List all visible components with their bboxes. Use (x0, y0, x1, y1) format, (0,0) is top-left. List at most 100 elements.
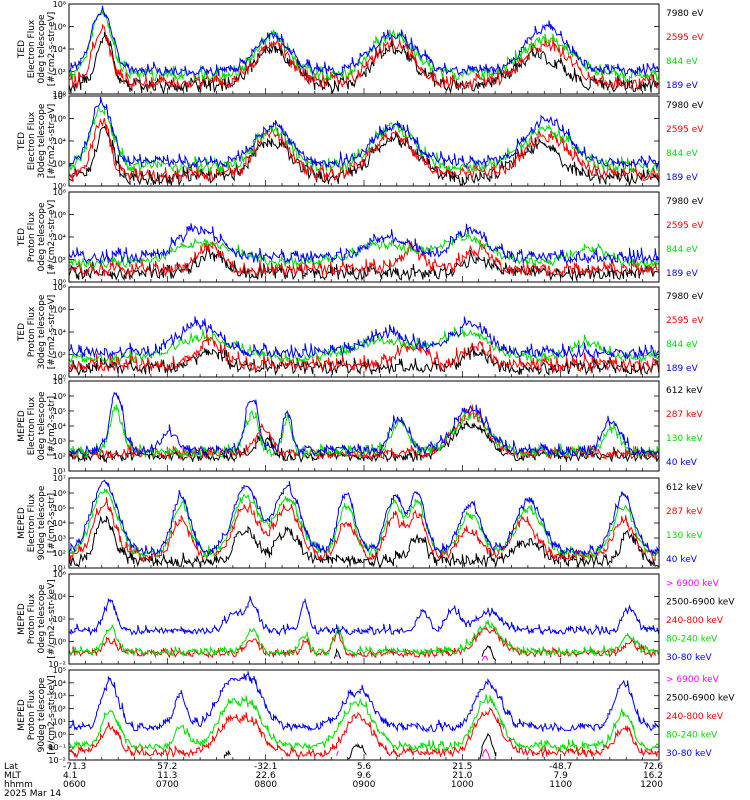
y-tick-label: 10⁵ (53, 666, 66, 675)
hhmm-value: 0800 (254, 780, 277, 790)
series-line-2595-ev (68, 118, 660, 183)
legend-entry: 2595 eV (666, 316, 704, 326)
mlt-value: 7.9 (554, 771, 569, 781)
footer-row-label: MLT (4, 771, 22, 781)
y-axis-label-line: [#/cm2-s-str-eV] (47, 295, 57, 370)
y-axis-label-line: Electron Flux (27, 493, 37, 552)
legend-entry: 287 keV (666, 507, 703, 517)
y-tick-label: 10⁴ (53, 679, 66, 688)
legend-entry: 7980 eV (666, 197, 704, 207)
y-tick-label: 10¹ (53, 564, 66, 573)
series-line-189-ev (68, 223, 660, 265)
legend-entry: 2595 eV (666, 125, 704, 135)
y-axis-label-line: 0deg telescope (37, 202, 47, 272)
legend-entry: 189 eV (666, 269, 699, 279)
y-tick-label: 10² (53, 256, 66, 265)
y-axis-label-line: [#/cm2-s-str] (47, 493, 57, 553)
y-tick-label: 10⁷ (53, 474, 66, 483)
lat-value: 72.6 (643, 762, 663, 772)
legend-entry: 80-240 keV (666, 635, 718, 645)
footer-row-label: 2025 Mar 14 (4, 789, 61, 799)
y-axis-label: TEDProton Flux0deg telescope[#/cm2-s-str… (17, 200, 57, 275)
y-tick-label: 10⁵ (53, 407, 66, 416)
y-tick-label: 10³ (53, 692, 66, 701)
y-tick-label: 10¹ (53, 717, 66, 726)
legend-entry: 612 keV (666, 386, 703, 396)
series-line-30-80-kev (68, 595, 660, 637)
y-axis-label-line: MEPED (17, 507, 27, 539)
y-tick-label: 10⁰ (53, 278, 66, 287)
plot-frame (68, 380, 660, 472)
legend-entry: 130 keV (666, 531, 703, 541)
y-axis-label: MEPEDProton Flux0deg telescope[#/cm2-s-s… (17, 579, 57, 658)
y-tick-label: 10⁶ (53, 306, 66, 315)
hhmm-value: 0900 (353, 780, 376, 790)
y-tick-label: 10⁰ (53, 373, 66, 382)
y-axis-label-line: Proton Flux (27, 593, 37, 644)
y-axis-label-line: [#/cm2-s-str-eV] (47, 104, 57, 179)
y-tick-label: 10⁶ (53, 115, 66, 124)
mlt-value: 4.1 (63, 771, 77, 781)
y-tick-label: 10⁴ (53, 519, 66, 528)
y-axis-label-line: MEPED (17, 410, 27, 442)
y-axis-label-line: MEPED (17, 699, 27, 731)
hhmm-value: 1100 (549, 780, 572, 790)
panel-ted-proton-0: 10⁰ 10² 10⁴ 10⁶ 10⁸ TEDProton Flux0deg telesc… (17, 188, 704, 287)
y-axis-label-line: 90deg telescope (37, 677, 47, 752)
mlt-value: 22.6 (256, 771, 276, 781)
series-line--6900-kev (336, 748, 491, 760)
y-axis-label-line: 90deg telescope (37, 485, 47, 560)
legend-entry: 7980 eV (666, 292, 704, 302)
legend-entry: 2595 eV (666, 33, 704, 43)
y-axis-label-line: [#/cm2-s-str-eV] (47, 12, 57, 87)
legend-entry: 2595 eV (666, 221, 704, 231)
legend-entry: 2500-6900 keV (666, 598, 735, 608)
y-tick-label: 10⁰ (53, 182, 66, 191)
y-tick-label: 10¹ (53, 467, 66, 476)
lat-value: 21.5 (452, 762, 472, 772)
series-line-2595-ev (68, 333, 660, 373)
y-tick-label: 10⁻² (48, 756, 66, 765)
legend-entry: > 6900 keV (666, 579, 720, 589)
legend-entry: 40 keV (666, 458, 698, 468)
legend-entry: 240-800 keV (666, 616, 724, 626)
lat-value: -48.7 (549, 762, 572, 772)
y-axis-label-line: TED (17, 132, 27, 151)
legend-entry: 40 keV (666, 555, 698, 565)
series-line-2595-ev (68, 239, 660, 278)
y-tick-label: 10⁸ (53, 0, 66, 9)
y-axis-label-line: [#/cm2-s-str-keV] (47, 579, 57, 658)
y-tick-label: 10⁶ (53, 489, 66, 498)
footer-row-label: hhmm (4, 780, 33, 790)
y-tick-label: 10² (53, 452, 66, 461)
series-line-189-ev (68, 5, 660, 77)
panel-ted-electron-30: 10⁰ 10² 10⁴ 10⁶ 10⁸ TEDElectron Flux30deg tel… (17, 92, 704, 191)
y-axis-label-line: [#/cm2-s-str] (47, 396, 57, 456)
y-axis-label-line: TED (17, 40, 27, 59)
lat-value: -32.1 (254, 762, 277, 772)
y-tick-label: 10⁵ (53, 504, 66, 513)
plot-frame (68, 3, 660, 95)
panel-meped-electron-0: 10¹ 10² 10³ 10⁴ 10⁵ 10⁶ 10⁷ MEPEDElectron Flux0… (17, 377, 703, 476)
y-axis-label-line: Proton Flux (27, 211, 37, 262)
plot-frame (68, 286, 660, 378)
y-tick-label: 10⁶ (53, 392, 66, 401)
plot-frame (68, 573, 660, 665)
panel-ted-electron-0: 10⁰ 10² 10⁴ 10⁶ 10⁸ TEDElectron Flux0deg tele… (17, 0, 704, 99)
legend-entry: 7980 eV (666, 9, 704, 19)
y-axis-label-line: TED (17, 323, 27, 342)
y-tick-label: 10⁴ (53, 593, 66, 602)
legend-entry: 30-80 keV (666, 653, 712, 663)
y-tick-label: 10⁰ (53, 730, 66, 739)
legend-entry: 2500-6900 keV (666, 694, 735, 704)
y-tick-label: 10⁷ (53, 377, 66, 386)
y-tick-label: 10³ (53, 437, 66, 446)
legend-entry: 844 eV (666, 340, 699, 350)
y-axis-label: MEPEDProton Flux90deg telescope[#/cm2-s-… (17, 675, 57, 754)
series-line-240-800-kev (68, 625, 660, 659)
y-axis-label-line: 0deg telescope (37, 14, 47, 84)
series-line-30-80-kev (68, 671, 660, 733)
